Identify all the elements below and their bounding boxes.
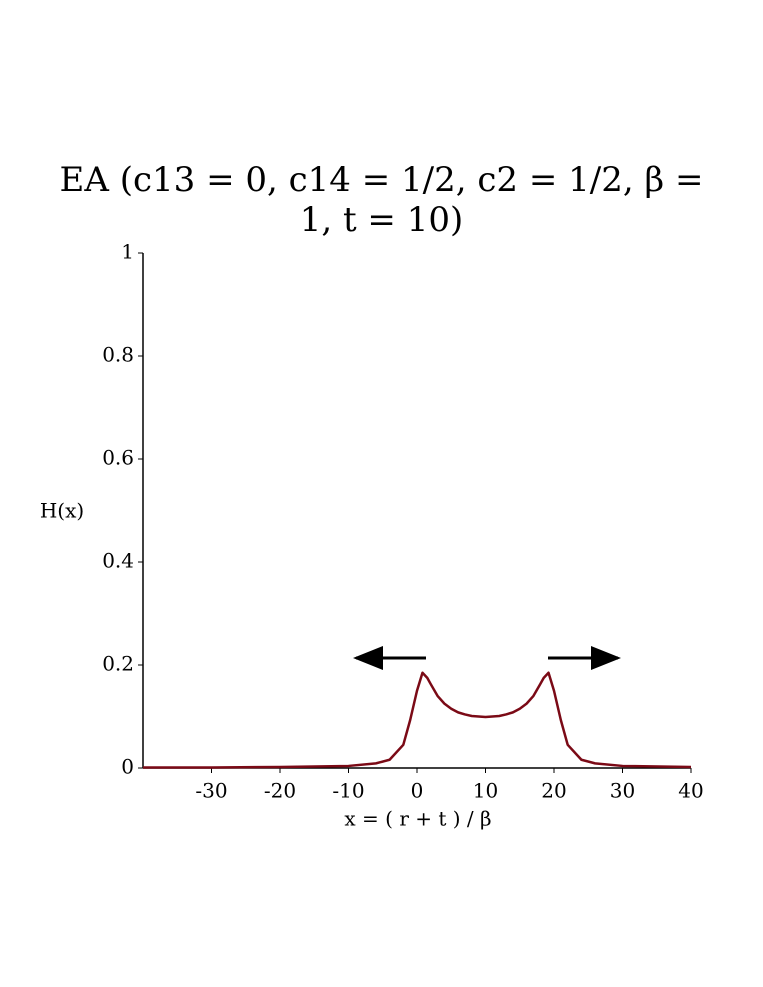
x-tick-label: -10 (332, 779, 364, 803)
x-tick-label: -20 (264, 779, 296, 803)
x-tick-label: -30 (195, 779, 227, 803)
y-tick-label: 0.2 (102, 652, 134, 676)
x-tick-label: 20 (541, 779, 566, 803)
y-axis-label: H(x) (40, 499, 84, 523)
x-axis-label: x = ( r + t ) / β (344, 807, 491, 831)
data-line (143, 671, 692, 769)
y-tick-label: 1 (121, 240, 134, 264)
chart-title: EA (c13 = 0, c14 = 1/2, c2 = 1/2, β = 1,… (59, 160, 704, 240)
x-tick-label: 30 (610, 779, 635, 803)
x-tick-label: 40 (678, 779, 703, 803)
y-tick-label: 0.4 (102, 549, 134, 573)
x-tick-label: 10 (473, 779, 498, 803)
x-tick-label: 0 (411, 779, 424, 803)
y-tick-label: 0.6 (102, 446, 134, 470)
y-tick-label: 0.8 (102, 343, 134, 367)
y-tick-label: 0 (121, 755, 134, 779)
